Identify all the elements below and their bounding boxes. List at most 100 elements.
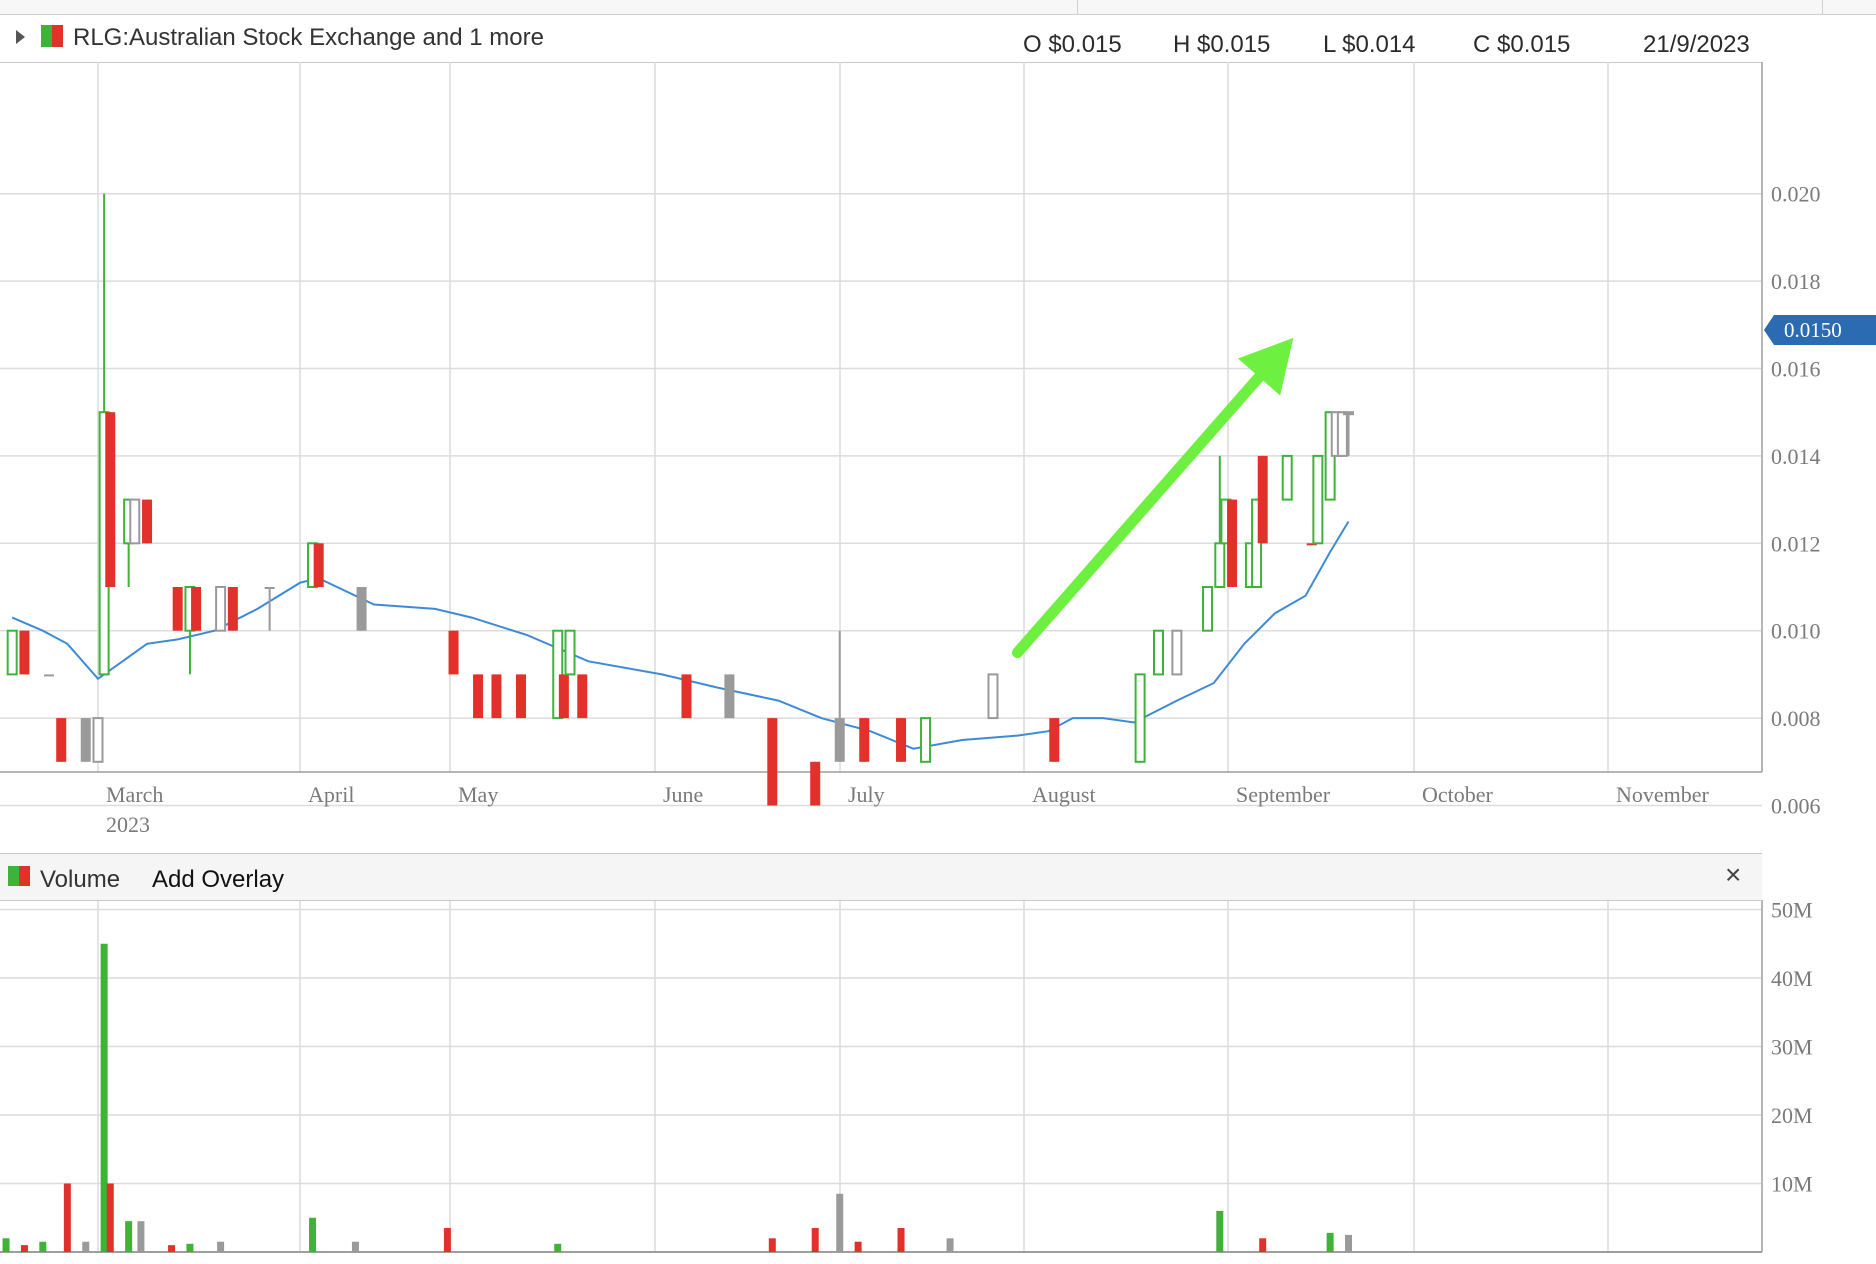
candle-body — [1227, 499, 1238, 587]
candle-body — [227, 587, 238, 631]
candle-body — [80, 718, 91, 762]
candle-body — [1049, 718, 1060, 762]
moving-average-line — [11, 520, 1350, 750]
price-tick-label: 0.018 — [1771, 269, 1821, 294]
volume-tick-label: 50M — [1771, 898, 1813, 923]
high-price: H $0.015 — [1173, 31, 1271, 58]
candle-body — [681, 674, 692, 719]
toolbar-divider — [1822, 0, 1823, 14]
candle-body — [834, 718, 845, 762]
price-tick-label: 0.010 — [1771, 619, 1821, 644]
candle-body — [491, 674, 502, 719]
price-tag-pointer — [1764, 315, 1774, 345]
candle-body — [564, 629, 576, 676]
volume-bar — [351, 1241, 359, 1252]
price-tick-label: 0.014 — [1771, 444, 1821, 469]
volume-bar — [1326, 1232, 1334, 1252]
volume-bar — [217, 1241, 225, 1252]
month-tick-label: June — [663, 782, 703, 807]
candle-body — [56, 718, 67, 762]
volume-bars-icon — [8, 866, 30, 886]
volume-bar — [811, 1228, 819, 1252]
volume-bar — [168, 1245, 176, 1252]
trend-arrow-shaft — [1012, 371, 1265, 659]
candle-body — [577, 674, 588, 719]
volume-panel-label: Volume — [40, 866, 121, 893]
volume-bar — [897, 1228, 905, 1252]
candle-body — [987, 673, 999, 720]
candle-body — [264, 587, 275, 589]
volume-bar — [82, 1241, 90, 1252]
candle-body — [1214, 542, 1226, 588]
candle-body — [92, 717, 104, 763]
volume-tick-label: 40M — [1771, 966, 1813, 991]
candle-body — [767, 718, 778, 806]
candle-body — [6, 629, 18, 676]
chart-header — [0, 14, 1762, 63]
candle-body — [724, 674, 735, 719]
candle-body — [558, 674, 569, 719]
candle-body — [356, 587, 367, 631]
candle-body — [1306, 543, 1317, 546]
volume-bar — [854, 1241, 862, 1252]
last-price-value: 0.0150 — [1774, 315, 1876, 345]
candlestick-icon — [41, 25, 63, 47]
candle-body — [448, 630, 459, 675]
expand-triangle-icon[interactable] — [16, 30, 25, 44]
candle-body — [1343, 411, 1355, 416]
volume-bar — [125, 1221, 133, 1252]
volume-bar — [63, 1183, 71, 1252]
volume-bar — [2, 1238, 10, 1252]
month-tick-label: May — [458, 782, 498, 807]
candle-body — [896, 718, 907, 762]
month-tick-label: September — [1236, 782, 1331, 807]
volume-bar — [946, 1238, 954, 1252]
price-tick-label: 0.020 — [1771, 182, 1821, 207]
volume-bar — [1216, 1210, 1224, 1252]
volume-bar — [186, 1243, 194, 1252]
top-toolbar-strip — [0, 0, 1876, 15]
candle-body — [473, 674, 484, 719]
candle-body — [105, 412, 116, 587]
month-tick-label: August — [1032, 782, 1096, 807]
price-tick-label: 0.008 — [1771, 706, 1821, 731]
candle-body — [515, 674, 526, 719]
volume-bar — [20, 1245, 28, 1252]
volume-bar — [100, 943, 108, 1252]
candle-body — [1152, 629, 1164, 676]
last-price-tag: 0.0150 — [1764, 315, 1876, 345]
volume-bar — [137, 1221, 145, 1252]
volume-bar — [106, 1183, 114, 1252]
close-volume-panel-icon[interactable]: × — [1725, 859, 1742, 890]
close-price: C $0.015 — [1473, 31, 1571, 58]
month-tick-label: October — [1422, 782, 1494, 807]
price-tick-label: 0.016 — [1771, 357, 1821, 382]
volume-bar — [1345, 1234, 1353, 1252]
year-tick-label: 2023 — [106, 812, 150, 837]
candle-body — [1312, 454, 1324, 545]
price-tick-label: 0.006 — [1771, 794, 1821, 819]
quote-date: 21/9/2023 — [1643, 31, 1750, 58]
candle-body — [810, 761, 821, 806]
volume-bar — [554, 1243, 562, 1252]
price-tick-label: 0.012 — [1771, 531, 1821, 556]
month-tick-label: November — [1616, 782, 1710, 807]
volume-bar — [39, 1241, 47, 1252]
candle-body — [1202, 586, 1214, 632]
candle-body — [172, 587, 183, 631]
add-overlay-button[interactable]: Add Overlay — [152, 866, 285, 893]
candle-body — [129, 498, 141, 545]
candle-body — [43, 674, 54, 677]
candle-body — [1281, 454, 1293, 501]
symbol-title[interactable]: RLG:Australian Stock Exchange and 1 more — [73, 24, 544, 51]
volume-bar — [443, 1228, 451, 1252]
candle-body — [1171, 629, 1183, 676]
candle-body — [1257, 455, 1268, 544]
candle-body — [215, 586, 227, 632]
volume-bar — [836, 1193, 844, 1252]
candle-body — [920, 717, 932, 763]
open-price: O $0.015 — [1023, 31, 1122, 58]
volume-bar — [768, 1238, 776, 1252]
volume-bar — [1259, 1238, 1267, 1252]
